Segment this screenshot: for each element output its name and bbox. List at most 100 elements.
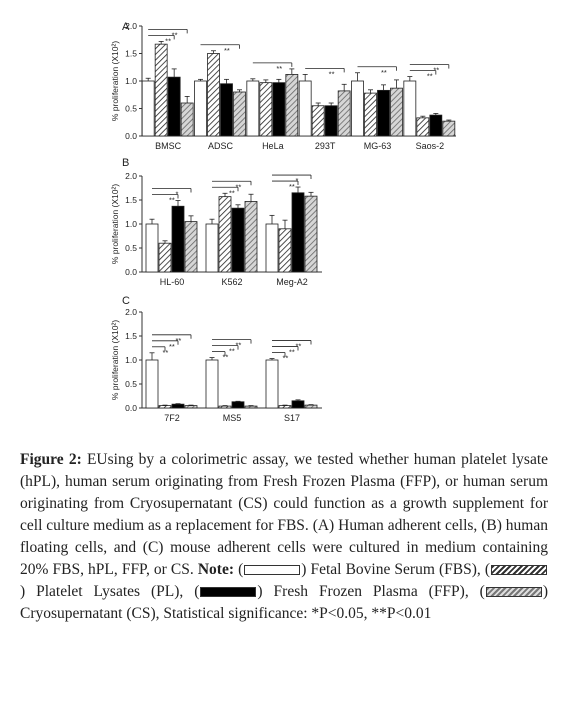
- bar-hela-series-2: [259, 82, 273, 137]
- bar-k562-series-2: [218, 196, 232, 273]
- legend-label-fbs: Fetal Bovine Serum (FBS),: [310, 561, 481, 578]
- significance-marker: *: [176, 189, 179, 198]
- bar-hl-60-series-2: [158, 242, 172, 273]
- significance-marker: **: [163, 348, 169, 357]
- bar-7f2-series-1: [145, 359, 159, 409]
- y-tick-label: 1.0: [125, 76, 137, 86]
- significance-marker: **: [229, 347, 235, 356]
- bar-293t-series-1: [298, 80, 312, 137]
- y-tick-label: 2.0: [125, 171, 137, 181]
- bar-s17-series-2: [278, 405, 292, 409]
- bar-bmsc-series-2: [154, 43, 168, 137]
- y-tick-label: 1.0: [125, 219, 137, 229]
- caption-text: EUsing by a colorimetric assay, we teste…: [20, 451, 549, 578]
- significance-marker: **: [329, 69, 335, 78]
- bar-meg-a2-series-3: [291, 192, 305, 273]
- bar-hela-series-1: [246, 80, 260, 137]
- caption-note-label: Note:: [197, 561, 234, 578]
- category-label-293t: 293T: [315, 141, 336, 151]
- bar-mg-63-series-3: [377, 89, 390, 137]
- category-label-7f2: 7F2: [164, 413, 180, 423]
- bar-adsc-series-3: [220, 83, 233, 137]
- y-tick-label: 1.5: [125, 49, 137, 59]
- significance-marker: **: [172, 30, 178, 39]
- significance-marker: **: [169, 195, 175, 204]
- y-tick-label: 0.0: [125, 267, 137, 277]
- significance-marker: *: [296, 176, 299, 185]
- significance-marker: **: [296, 342, 302, 351]
- bar-hela-series-4: [285, 74, 299, 137]
- bar-meg-a2-series-1: [265, 223, 279, 273]
- chart-panel-b: B 0.0 0.5 1.0 1.5 2.0 % proliferation (X10²) HL…: [110, 157, 322, 287]
- legend-swatch-ffp: [200, 587, 257, 598]
- bar-7f2-series-2: [158, 405, 172, 409]
- bar-s17-series-4: [304, 404, 318, 409]
- caption-figure-number: 2:: [68, 451, 82, 468]
- figure-caption: Figure 2: EUsing by a colorimetric assay…: [20, 451, 549, 622]
- bar-7f2-series-3: [171, 403, 185, 409]
- significance-marker: **: [289, 348, 295, 357]
- significance-marker: **: [236, 182, 242, 191]
- category-label-bmsc: BMSC: [155, 141, 182, 151]
- significance-marker: **: [283, 354, 289, 363]
- bar-k562-series-1: [205, 223, 219, 273]
- legend-swatch-fbs: [244, 565, 301, 576]
- bar-k562-series-4: [244, 201, 258, 273]
- bar-ms5-series-4: [244, 405, 258, 409]
- bar-hela-series-3: [272, 82, 286, 137]
- y-tick-label: 2.0: [125, 307, 137, 317]
- y-tick-label: 0.5: [125, 104, 137, 114]
- bar-saos-2-series-2: [416, 117, 430, 137]
- caption-figure-label: Figure: [20, 451, 64, 468]
- bar-bmsc-series-3: [167, 76, 181, 137]
- bar-meg-a2-series-4: [304, 195, 318, 273]
- significance-marker: **: [236, 341, 242, 350]
- y-tick-label: 0.0: [125, 131, 137, 141]
- significance-marker: **: [176, 336, 182, 345]
- legend-label-ffp: Fresh Frozen Plasma (FFP),: [273, 583, 469, 600]
- bar-adsc-series-4: [233, 91, 246, 137]
- category-label-k562: K562: [221, 277, 242, 287]
- category-label-adsc: ADSC: [208, 141, 234, 151]
- bar-mg-63-series-2: [364, 92, 377, 137]
- significance-marker: **: [276, 64, 282, 73]
- bar-saos-2-series-4: [442, 120, 456, 137]
- category-label-meg-a2: Meg-A2: [276, 277, 308, 287]
- y-tick-label: 1.5: [125, 331, 137, 341]
- bar-saos-2-series-3: [429, 114, 443, 137]
- category-label-mg-63: MG-63: [364, 141, 392, 151]
- legend-swatch-pl: [491, 565, 548, 576]
- bar-k562-series-3: [231, 207, 245, 273]
- bar-adsc-series-1: [194, 80, 207, 137]
- y-tick-label: 0.5: [125, 243, 137, 253]
- bar-ms5-series-3: [231, 401, 245, 409]
- category-label-hl-60: HL-60: [160, 277, 185, 287]
- y-axis-label: % proliferation (X10²): [110, 41, 120, 121]
- bar-hl-60-series-4: [184, 221, 198, 273]
- y-tick-label: 0.5: [125, 379, 137, 389]
- bar-ms5-series-2: [218, 405, 232, 409]
- significance-marker: **: [381, 68, 387, 77]
- panel-letter-b: B: [122, 157, 129, 169]
- bar-bmsc-series-1: [141, 80, 155, 137]
- caption-significance: Statistical significance: *P<0.05, **P<0…: [163, 605, 432, 622]
- category-label-hela: HeLa: [262, 141, 284, 151]
- y-tick-label: 2.0: [125, 21, 137, 31]
- significance-marker: **: [224, 46, 230, 55]
- significance-marker: **: [223, 353, 229, 362]
- category-label-ms5: MS5: [223, 413, 242, 423]
- bar-ms5-series-1: [205, 359, 219, 409]
- bar-meg-a2-series-2: [278, 228, 292, 273]
- legend-label-cs: Cryosupernatant (CS),: [20, 605, 160, 622]
- significance-marker: **: [169, 342, 175, 351]
- y-tick-label: 0.0: [125, 403, 137, 413]
- panel-letter-a: A: [122, 21, 130, 33]
- bar-mg-63-series-1: [351, 80, 364, 137]
- bar-293t-series-3: [324, 105, 338, 137]
- legend-label-pl: Platelet Lysates (PL),: [36, 583, 184, 600]
- y-tick-label: 1.5: [125, 195, 137, 205]
- y-axis-label: % proliferation (X10²): [110, 320, 120, 400]
- chart-panel-a: A 0.0 0.5 1.0 1.5 2.0 % proliferation (X10²) BM…: [110, 21, 456, 151]
- bar-hl-60-series-1: [145, 223, 159, 273]
